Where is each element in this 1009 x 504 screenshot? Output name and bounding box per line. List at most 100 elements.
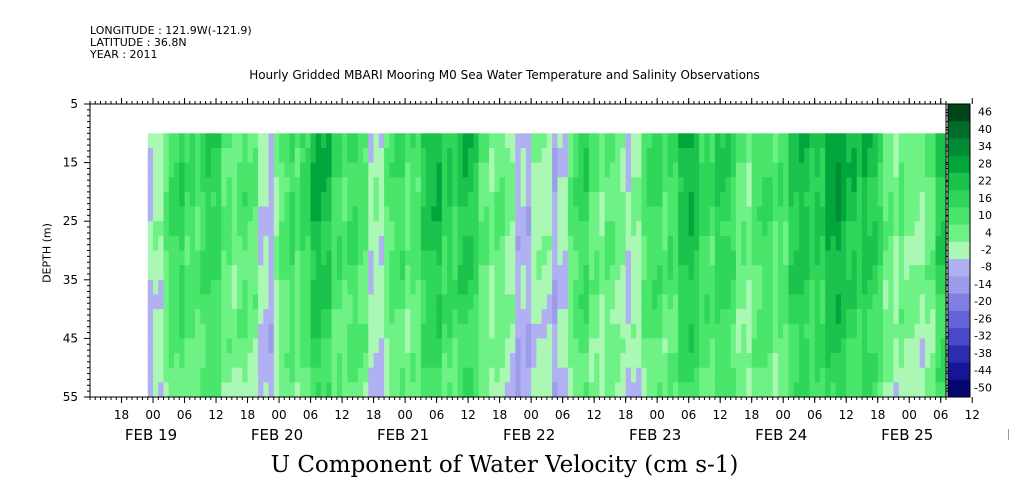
heatmap-cell [373, 147, 380, 164]
heatmap-cell [315, 162, 322, 178]
heatmap-cell [305, 206, 312, 222]
heatmap-cell [657, 147, 664, 164]
heatmap-cell [756, 323, 763, 339]
heatmap-cell [825, 309, 832, 325]
heatmap-cell [704, 294, 711, 310]
heatmap-cell [536, 279, 543, 296]
heatmap-cell [237, 162, 243, 178]
heatmap-cell [746, 221, 753, 237]
heatmap-cell [237, 206, 243, 222]
heatmap-cell [557, 206, 564, 222]
heatmap-cell [174, 221, 180, 237]
heatmap-cell [636, 323, 643, 339]
heatmap-cell [525, 191, 532, 208]
heatmap-cell [615, 191, 621, 208]
heatmap-cell [462, 133, 469, 149]
heatmap-cell [688, 133, 695, 149]
heatmap-cell [940, 338, 947, 354]
heatmap-cell [793, 338, 800, 354]
heatmap-cell [531, 338, 537, 354]
heatmap-cell [216, 353, 222, 369]
heatmap-cell [168, 221, 175, 237]
heatmap-cell [846, 382, 853, 398]
heatmap-cell [457, 338, 464, 354]
heatmap-cell [683, 265, 690, 281]
heatmap-cell [573, 177, 579, 193]
heatmap-cell [793, 177, 800, 193]
heatmap-cell [583, 206, 590, 222]
heatmap-cell [195, 338, 201, 354]
heatmap-cell [163, 382, 170, 398]
heatmap-cell [546, 133, 553, 149]
heatmap-cell [930, 206, 937, 222]
heatmap-cell [305, 177, 312, 193]
heatmap-cell [909, 382, 916, 398]
heatmap-cell [651, 367, 658, 383]
heatmap-cell [384, 221, 390, 237]
heatmap-cell [935, 309, 942, 325]
heatmap-cell [688, 367, 695, 383]
heatmap-cell [882, 235, 889, 252]
heatmap-cell [184, 338, 191, 354]
heatmap-cell [436, 323, 443, 339]
heatmap-cell [305, 353, 312, 369]
heatmap-cell [310, 206, 317, 222]
heatmap-cell [620, 309, 627, 325]
heatmap-cell [426, 147, 432, 164]
heatmap-cell [462, 265, 469, 281]
heatmap-cell [646, 323, 653, 339]
heatmap-cell [504, 265, 511, 281]
heatmap-cell [273, 382, 280, 398]
heatmap-cell [672, 338, 679, 354]
heatmap-cell [599, 265, 606, 281]
heatmap-cell [231, 279, 238, 296]
heatmap-cell [615, 367, 621, 383]
heatmap-cell [452, 250, 459, 266]
heatmap-cell [667, 221, 674, 237]
heatmap-cell [273, 265, 280, 281]
heatmap-cell [583, 162, 590, 178]
heatmap-cell [646, 279, 653, 296]
heatmap-cell [924, 265, 931, 281]
heatmap-cell [783, 147, 790, 164]
heatmap-cell [226, 147, 233, 164]
heatmap-cell [541, 162, 548, 178]
heatmap-cell [284, 353, 291, 369]
heatmap-cell [473, 382, 480, 398]
heatmap-cell [552, 250, 558, 266]
heatmap-cell [678, 294, 685, 310]
heatmap-cell [625, 235, 632, 252]
heatmap-cell [315, 279, 322, 296]
x-hour-label: 00 [776, 408, 791, 422]
heatmap-cell [646, 147, 653, 164]
heatmap-cell [268, 279, 275, 296]
heatmap-cell [825, 235, 832, 252]
heatmap-cell [536, 338, 543, 354]
heatmap-cell [835, 235, 842, 252]
heatmap-cell [683, 338, 690, 354]
heatmap-cell [410, 235, 417, 252]
heatmap-cell [735, 338, 742, 354]
heatmap-cell [599, 191, 606, 208]
heatmap-cell [856, 221, 863, 237]
heatmap-cell [321, 279, 327, 296]
heatmap-cell [714, 309, 721, 325]
heatmap-cell [247, 250, 254, 266]
heatmap-cell [263, 162, 270, 178]
heatmap-cell [389, 294, 396, 310]
heatmap-cell [315, 133, 322, 149]
heatmap-cell [305, 250, 312, 266]
heatmap-cell [158, 367, 165, 383]
heatmap-cell [420, 191, 427, 208]
colorbar-label: 28 [978, 157, 992, 170]
heatmap-cell [436, 162, 443, 178]
heatmap-cell [825, 294, 832, 310]
heatmap-cell [657, 265, 664, 281]
heatmap-cell [678, 367, 685, 383]
heatmap-cell [772, 250, 779, 266]
heatmap-cell [441, 367, 448, 383]
heatmap-cell [688, 323, 695, 339]
heatmap-cell [226, 265, 233, 281]
heatmap-cell [326, 250, 333, 266]
heatmap-cell [378, 382, 385, 398]
